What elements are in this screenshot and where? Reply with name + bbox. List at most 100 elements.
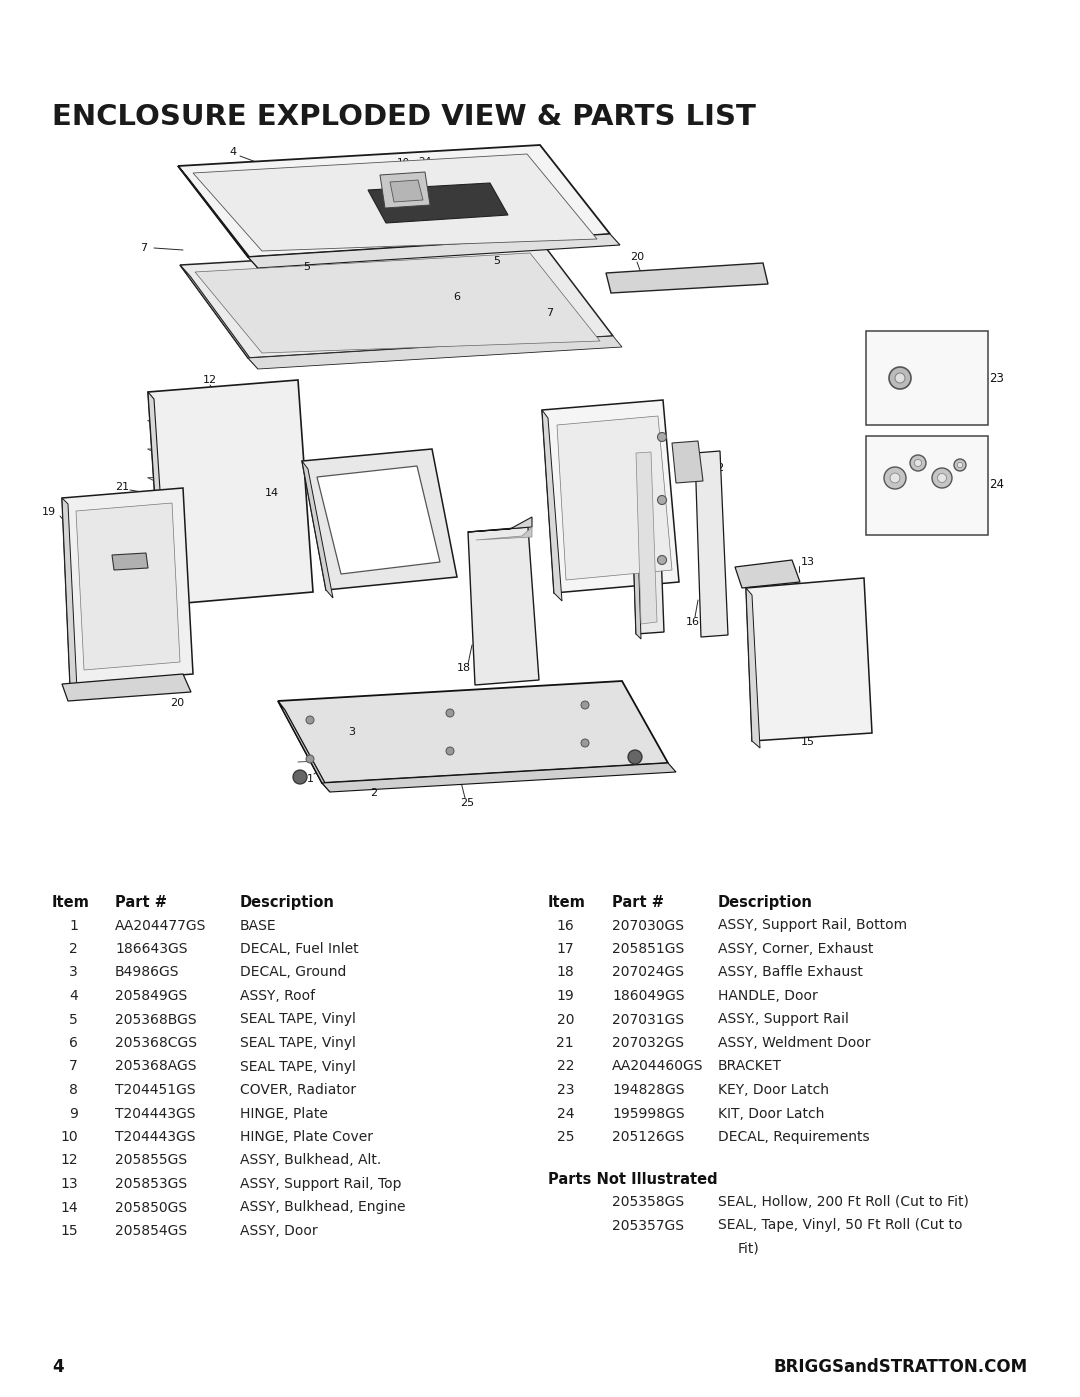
Text: 16: 16 bbox=[686, 617, 700, 627]
Circle shape bbox=[957, 462, 962, 468]
Polygon shape bbox=[148, 393, 168, 612]
Text: SEAL TAPE, Vinyl: SEAL TAPE, Vinyl bbox=[240, 1059, 356, 1073]
Text: 13: 13 bbox=[801, 557, 815, 567]
Polygon shape bbox=[636, 453, 657, 624]
Text: Description: Description bbox=[718, 895, 813, 909]
Text: KIT, Door Latch: KIT, Door Latch bbox=[718, 1106, 824, 1120]
Text: 15: 15 bbox=[801, 738, 815, 747]
Polygon shape bbox=[112, 553, 148, 570]
Text: 205126GS: 205126GS bbox=[612, 1130, 685, 1144]
Circle shape bbox=[954, 460, 966, 471]
Polygon shape bbox=[390, 180, 423, 203]
Text: ASSY, Baffle Exhaust: ASSY, Baffle Exhaust bbox=[718, 965, 863, 979]
Text: DECAL, Requirements: DECAL, Requirements bbox=[718, 1130, 869, 1144]
Text: 8: 8 bbox=[69, 1083, 78, 1097]
Polygon shape bbox=[368, 183, 508, 224]
Polygon shape bbox=[148, 380, 313, 605]
Text: 22: 22 bbox=[710, 462, 724, 474]
Text: 2: 2 bbox=[69, 942, 78, 956]
Text: 2: 2 bbox=[370, 788, 378, 798]
Text: 205358GS: 205358GS bbox=[612, 1194, 684, 1208]
Text: BRACKET: BRACKET bbox=[718, 1059, 782, 1073]
Circle shape bbox=[658, 433, 666, 441]
Text: 21: 21 bbox=[556, 1037, 573, 1051]
Text: 14: 14 bbox=[265, 488, 279, 497]
Text: 3: 3 bbox=[69, 965, 78, 979]
Text: 9: 9 bbox=[69, 1106, 78, 1120]
Text: 17: 17 bbox=[598, 461, 612, 471]
Text: ENCLOSURE EXPLODED VIEW & PARTS LIST: ENCLOSURE EXPLODED VIEW & PARTS LIST bbox=[52, 103, 756, 131]
Circle shape bbox=[890, 474, 900, 483]
Text: 205368BGS: 205368BGS bbox=[114, 1013, 197, 1027]
Text: 205357GS: 205357GS bbox=[612, 1218, 684, 1232]
Text: 7: 7 bbox=[546, 307, 554, 319]
Polygon shape bbox=[468, 517, 532, 532]
Circle shape bbox=[889, 367, 912, 388]
Circle shape bbox=[915, 460, 921, 467]
Text: ASSY, Support Rail, Bottom: ASSY, Support Rail, Bottom bbox=[718, 918, 907, 933]
Text: ASSY, Support Rail, Top: ASSY, Support Rail, Top bbox=[240, 1178, 402, 1192]
Text: ASSY, Roof: ASSY, Roof bbox=[240, 989, 315, 1003]
Polygon shape bbox=[302, 448, 457, 590]
FancyBboxPatch shape bbox=[866, 331, 988, 425]
Text: 186643GS: 186643GS bbox=[114, 942, 188, 956]
Polygon shape bbox=[180, 265, 258, 369]
Text: 24: 24 bbox=[418, 156, 432, 168]
Text: B4986GS: B4986GS bbox=[114, 965, 179, 979]
Text: 20: 20 bbox=[556, 1013, 573, 1027]
Text: 207030GS: 207030GS bbox=[612, 918, 684, 933]
Text: AA204477GS: AA204477GS bbox=[114, 918, 206, 933]
Polygon shape bbox=[193, 154, 597, 251]
Text: BRIGGSandSTRATTON.COM: BRIGGSandSTRATTON.COM bbox=[774, 1358, 1028, 1376]
Text: 6: 6 bbox=[454, 292, 460, 302]
Text: DECAL, Ground: DECAL, Ground bbox=[240, 965, 347, 979]
Text: 4: 4 bbox=[52, 1358, 64, 1376]
Text: 207024GS: 207024GS bbox=[612, 965, 684, 979]
Polygon shape bbox=[278, 680, 669, 782]
Text: COVER, Radiator: COVER, Radiator bbox=[240, 1083, 356, 1097]
Polygon shape bbox=[195, 253, 600, 353]
Text: Parts Not Illustrated: Parts Not Illustrated bbox=[548, 1172, 717, 1186]
Text: 17: 17 bbox=[556, 942, 573, 956]
Polygon shape bbox=[476, 527, 532, 541]
Text: 205851GS: 205851GS bbox=[612, 942, 685, 956]
Text: ASSY, Bulkhead, Alt.: ASSY, Bulkhead, Alt. bbox=[240, 1154, 381, 1168]
Circle shape bbox=[446, 710, 454, 717]
Text: Item: Item bbox=[548, 895, 585, 909]
Polygon shape bbox=[630, 447, 642, 638]
Text: 24: 24 bbox=[556, 1106, 573, 1120]
Text: Fit): Fit) bbox=[738, 1242, 759, 1256]
Text: 24: 24 bbox=[989, 479, 1004, 492]
Text: 18: 18 bbox=[556, 965, 573, 979]
Circle shape bbox=[627, 750, 642, 764]
Polygon shape bbox=[672, 441, 703, 483]
Text: 186049GS: 186049GS bbox=[612, 989, 685, 1003]
Polygon shape bbox=[62, 488, 193, 685]
Polygon shape bbox=[76, 503, 180, 671]
Text: 7: 7 bbox=[140, 243, 148, 253]
Text: 15: 15 bbox=[60, 1224, 78, 1238]
Text: 12: 12 bbox=[60, 1154, 78, 1168]
Polygon shape bbox=[557, 416, 672, 580]
Polygon shape bbox=[542, 400, 679, 592]
Text: SEAL, Hollow, 200 Ft Roll (Cut to Fit): SEAL, Hollow, 200 Ft Roll (Cut to Fit) bbox=[718, 1194, 969, 1208]
Text: Part #: Part # bbox=[114, 895, 167, 909]
Circle shape bbox=[932, 468, 951, 488]
Circle shape bbox=[658, 556, 666, 564]
Text: 205850GS: 205850GS bbox=[114, 1200, 187, 1214]
Text: 205854GS: 205854GS bbox=[114, 1224, 187, 1238]
Polygon shape bbox=[178, 145, 610, 257]
Text: KEY, Door Latch: KEY, Door Latch bbox=[718, 1083, 829, 1097]
Polygon shape bbox=[62, 673, 191, 701]
Circle shape bbox=[910, 455, 926, 471]
Circle shape bbox=[581, 701, 589, 710]
Text: 205849GS: 205849GS bbox=[114, 989, 187, 1003]
Circle shape bbox=[895, 373, 905, 383]
Text: 9: 9 bbox=[401, 175, 407, 184]
Text: 21: 21 bbox=[114, 482, 130, 492]
Text: 5: 5 bbox=[303, 263, 311, 272]
Text: 207031GS: 207031GS bbox=[612, 1013, 684, 1027]
Text: HINGE, Plate Cover: HINGE, Plate Cover bbox=[240, 1130, 373, 1144]
Text: 14: 14 bbox=[60, 1200, 78, 1214]
Text: HANDLE, Door: HANDLE, Door bbox=[718, 989, 818, 1003]
